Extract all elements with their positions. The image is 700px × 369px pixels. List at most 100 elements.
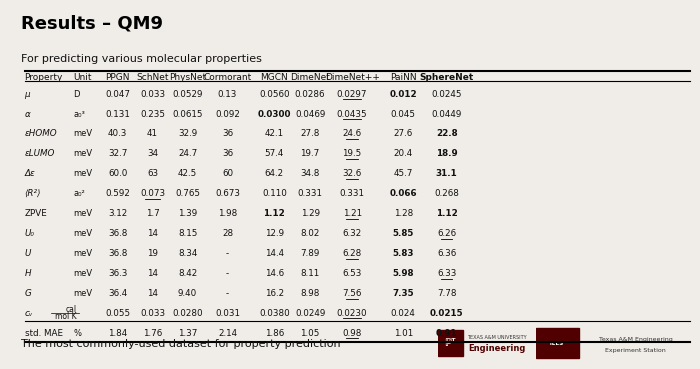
Text: 19.7: 19.7 (300, 149, 320, 158)
Text: 19: 19 (147, 249, 158, 258)
Text: 14: 14 (147, 289, 158, 298)
Text: 0.031: 0.031 (215, 309, 240, 318)
Text: 0.268: 0.268 (434, 189, 459, 198)
Text: The most commonly-used dataset for property prediction: The most commonly-used dataset for prope… (21, 339, 341, 349)
Text: εHOMO: εHOMO (25, 130, 57, 138)
Text: 1.21: 1.21 (342, 209, 362, 218)
Text: -: - (226, 249, 229, 258)
Text: 12.9: 12.9 (265, 229, 284, 238)
Text: 22.8: 22.8 (436, 130, 457, 138)
Text: 8.98: 8.98 (300, 289, 320, 298)
Text: 0.073: 0.073 (140, 189, 165, 198)
Text: cᵥ: cᵥ (25, 309, 33, 318)
Text: 0.0230: 0.0230 (337, 309, 368, 318)
Text: 7.35: 7.35 (393, 289, 414, 298)
Text: Cormorant: Cormorant (204, 73, 251, 82)
Text: 6.28: 6.28 (342, 249, 362, 258)
Text: meV: meV (74, 130, 92, 138)
Text: mol K: mol K (55, 312, 77, 321)
Text: SphereNet: SphereNet (419, 73, 474, 82)
Text: 14.4: 14.4 (265, 249, 284, 258)
Text: %: % (74, 329, 81, 338)
Text: 1.98: 1.98 (218, 209, 237, 218)
Text: 6.36: 6.36 (437, 249, 456, 258)
Text: 6.32: 6.32 (342, 229, 362, 238)
Text: 60: 60 (222, 169, 233, 178)
Text: 14: 14 (147, 229, 158, 238)
Text: 0.012: 0.012 (389, 90, 417, 99)
Text: 0.0435: 0.0435 (337, 110, 368, 118)
Text: Texas A&M Engineering: Texas A&M Engineering (598, 337, 673, 342)
Text: 0.0380: 0.0380 (259, 309, 290, 318)
Text: std. MAE: std. MAE (25, 329, 62, 338)
Text: 36.4: 36.4 (108, 289, 127, 298)
Text: 0.047: 0.047 (105, 90, 130, 99)
Text: 14.6: 14.6 (265, 269, 284, 278)
Text: 0.024: 0.024 (391, 309, 416, 318)
Text: TEXAS A&M UNIVERSITY: TEXAS A&M UNIVERSITY (467, 335, 526, 340)
Text: 0.0249: 0.0249 (295, 309, 326, 318)
Text: 1.12: 1.12 (435, 209, 458, 218)
Text: 1.01: 1.01 (393, 329, 413, 338)
Text: 1.29: 1.29 (300, 209, 320, 218)
Text: Unit: Unit (74, 73, 92, 82)
Text: 20.4: 20.4 (393, 149, 413, 158)
Bar (536, 328, 579, 358)
Text: 0.0469: 0.0469 (295, 110, 326, 118)
Text: 40.3: 40.3 (108, 130, 127, 138)
Text: Experiment Station: Experiment Station (606, 348, 666, 353)
Text: 0.033: 0.033 (140, 309, 165, 318)
Text: 36: 36 (222, 130, 233, 138)
Text: 1.84: 1.84 (108, 329, 127, 338)
Text: Property: Property (25, 73, 63, 82)
Text: 42.1: 42.1 (265, 130, 284, 138)
Text: Results – QM9: Results – QM9 (21, 15, 163, 33)
Text: 0.0280: 0.0280 (172, 309, 203, 318)
Text: a₀³: a₀³ (74, 110, 85, 118)
Text: meV: meV (74, 289, 92, 298)
Text: 31.1: 31.1 (435, 169, 458, 178)
Text: SchNet: SchNet (136, 73, 169, 82)
Text: 0.055: 0.055 (105, 309, 130, 318)
Text: PPGN: PPGN (106, 73, 130, 82)
Text: 6.26: 6.26 (437, 229, 456, 238)
Text: 0.673: 0.673 (215, 189, 240, 198)
Text: α: α (25, 110, 30, 118)
Text: U₀: U₀ (25, 229, 34, 238)
Text: 36.3: 36.3 (108, 269, 127, 278)
Text: μ: μ (25, 90, 30, 99)
Text: meV: meV (74, 209, 92, 218)
Text: 32.7: 32.7 (108, 149, 127, 158)
Text: 5.83: 5.83 (393, 249, 414, 258)
Text: εLUMO: εLUMO (25, 149, 55, 158)
Text: 7.89: 7.89 (300, 249, 320, 258)
Text: 32.9: 32.9 (178, 130, 197, 138)
Text: 0.592: 0.592 (105, 189, 130, 198)
Text: ⟨R²⟩: ⟨R²⟩ (25, 189, 41, 198)
Text: 1.7: 1.7 (146, 209, 160, 218)
Bar (438, 330, 463, 356)
Text: 34.8: 34.8 (300, 169, 320, 178)
Text: 5.98: 5.98 (393, 269, 414, 278)
Text: 1.76: 1.76 (143, 329, 162, 338)
Text: 0.0615: 0.0615 (172, 110, 203, 118)
Text: 0.0300: 0.0300 (258, 110, 291, 118)
Text: 1.86: 1.86 (265, 329, 284, 338)
Text: 0.066: 0.066 (389, 189, 417, 198)
Text: 6.53: 6.53 (342, 269, 362, 278)
Text: 0.0215: 0.0215 (430, 309, 463, 318)
Text: 7.56: 7.56 (342, 289, 362, 298)
Text: 8.11: 8.11 (300, 269, 320, 278)
Text: Δε: Δε (25, 169, 35, 178)
Text: 27.8: 27.8 (300, 130, 320, 138)
Text: -: - (226, 269, 229, 278)
Text: ZPVE: ZPVE (25, 209, 48, 218)
Text: 0.235: 0.235 (140, 110, 165, 118)
Text: 0.092: 0.092 (215, 110, 240, 118)
Text: D: D (74, 90, 80, 99)
Text: 6.33: 6.33 (437, 269, 456, 278)
Text: 5.85: 5.85 (393, 229, 414, 238)
Text: MGCN: MGCN (260, 73, 288, 82)
Text: 1.37: 1.37 (178, 329, 197, 338)
Text: 0.131: 0.131 (105, 110, 130, 118)
